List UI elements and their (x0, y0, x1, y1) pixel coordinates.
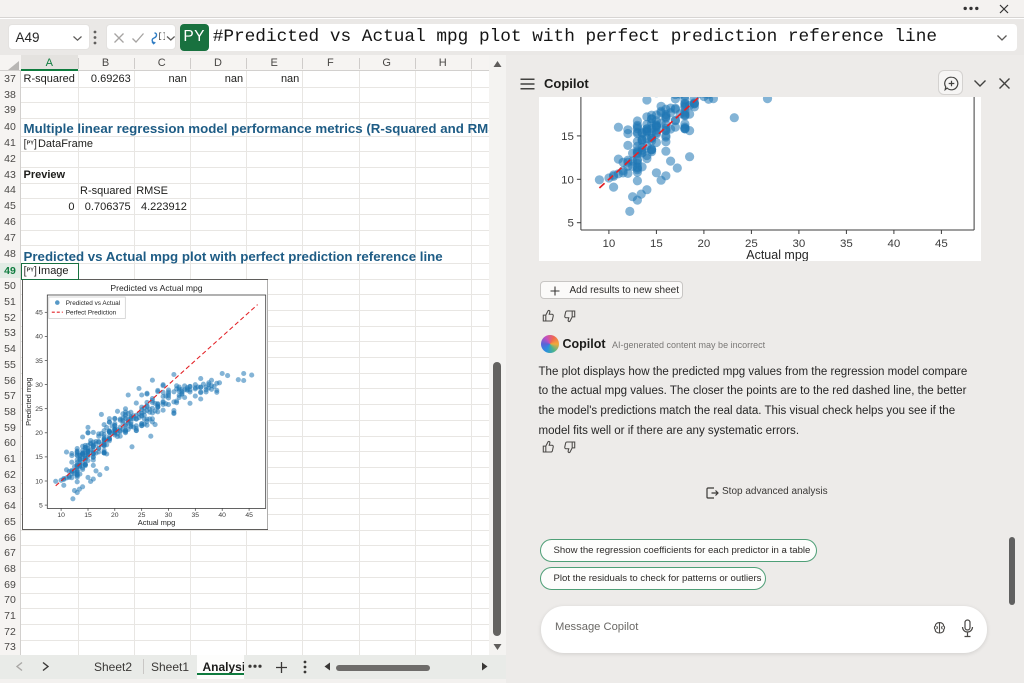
svg-text:35: 35 (191, 512, 199, 519)
svg-text:20: 20 (111, 512, 119, 519)
svg-text:Actual mpg: Actual mpg (137, 517, 175, 526)
svg-text:25: 25 (35, 406, 43, 413)
svg-text:10: 10 (561, 174, 574, 186)
svg-text:10: 10 (602, 238, 615, 250)
svg-text:[]: [] (157, 33, 165, 42)
svg-text:15: 15 (84, 512, 92, 519)
svg-text:40: 40 (218, 512, 226, 519)
svg-text:30: 30 (792, 238, 805, 250)
svg-text:35: 35 (35, 357, 43, 364)
svg-text:25: 25 (745, 238, 758, 250)
svg-text:45: 45 (245, 512, 253, 519)
svg-text:15: 15 (35, 454, 43, 461)
svg-text:45: 45 (935, 238, 948, 250)
svg-text:Actual mpg: Actual mpg (746, 248, 809, 261)
svg-text:40: 40 (887, 238, 900, 250)
svg-text:15: 15 (650, 238, 663, 250)
svg-text:Predicted vs Actual: Predicted vs Actual (65, 300, 119, 307)
svg-text:5: 5 (39, 502, 43, 509)
svg-text:5: 5 (567, 218, 573, 230)
svg-text:Predicted vs Actual mpg: Predicted vs Actual mpg (110, 283, 202, 293)
svg-text:25: 25 (137, 512, 145, 519)
svg-text:45: 45 (35, 309, 43, 316)
svg-text:Perfect Prediction: Perfect Prediction (65, 309, 116, 316)
svg-text:15: 15 (561, 131, 574, 143)
svg-text:10: 10 (35, 478, 43, 485)
svg-text:Predicted mpg: Predicted mpg (24, 377, 33, 425)
svg-text:10: 10 (57, 512, 65, 519)
svg-text:20: 20 (697, 238, 710, 250)
svg-text:35: 35 (840, 238, 853, 250)
svg-text:20: 20 (35, 430, 43, 437)
svg-text:30: 30 (35, 381, 43, 388)
svg-text:40: 40 (35, 333, 43, 340)
svg-text:30: 30 (164, 512, 172, 519)
